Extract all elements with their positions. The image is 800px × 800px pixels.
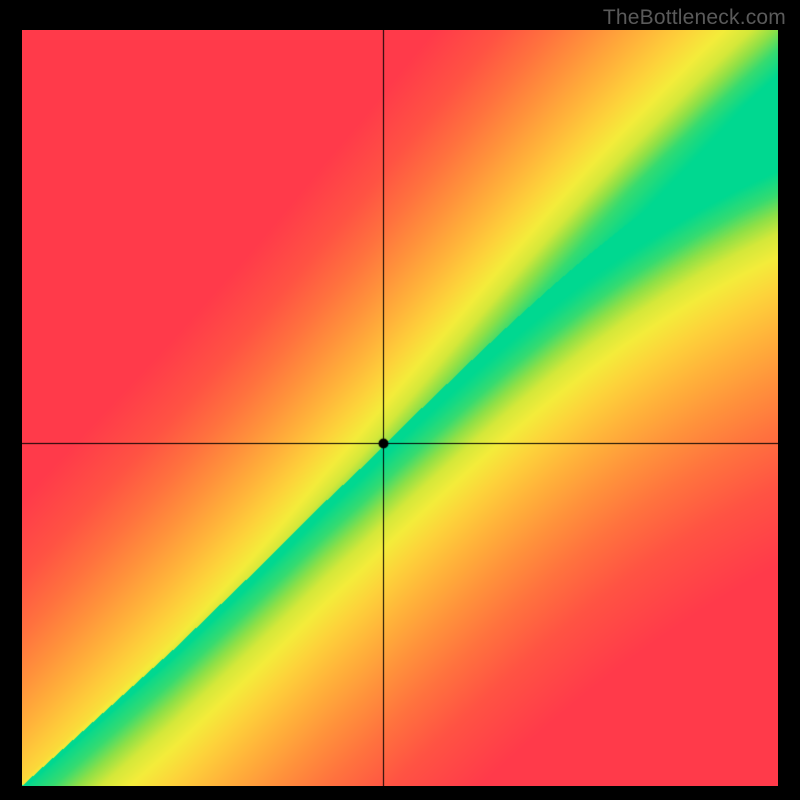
- bottleneck-heatmap: [22, 30, 778, 786]
- heatmap-canvas: [22, 30, 778, 786]
- watermark-text: TheBottleneck.com: [603, 6, 786, 30]
